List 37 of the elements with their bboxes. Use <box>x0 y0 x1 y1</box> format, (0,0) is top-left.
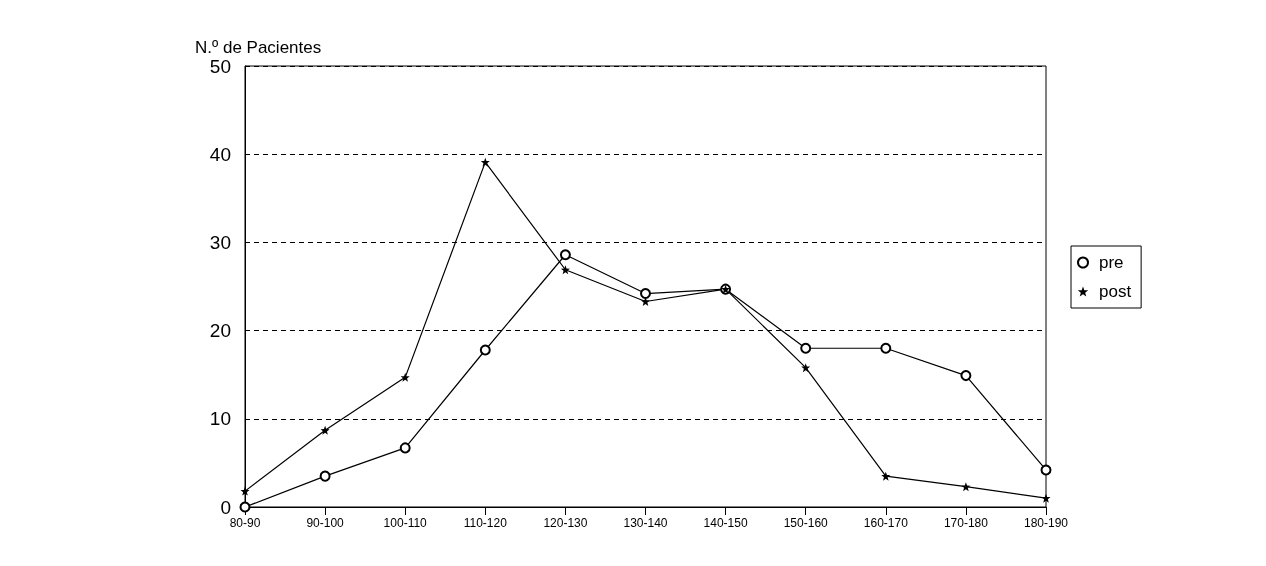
point <box>1040 464 1052 476</box>
x-tick-label: 120-130 <box>543 516 588 530</box>
point <box>240 486 250 496</box>
x-tick-label: 80-90 <box>229 516 261 530</box>
x-tick-label: 100-110 <box>383 516 428 530</box>
x-tick-label: 150-160 <box>783 516 829 530</box>
x-tick-label: 140-150 <box>703 516 748 530</box>
legend-label: pre <box>1099 253 1124 272</box>
x-tick-label: 110-120 <box>463 516 508 530</box>
point <box>880 342 892 354</box>
y-axis-title: N.º de Pacientes <box>195 38 322 57</box>
point <box>319 470 331 482</box>
point <box>479 344 491 356</box>
x-tick-label: 180-190 <box>1023 516 1069 530</box>
point <box>399 442 411 454</box>
point <box>320 425 330 435</box>
point <box>559 249 571 261</box>
legend-label: post <box>1099 282 1132 301</box>
point <box>400 372 410 382</box>
x-tick-label: 160-170 <box>863 516 909 530</box>
y-tick-label: 10 <box>209 408 231 430</box>
x-tick-label: 170-180 <box>943 516 989 530</box>
point <box>480 157 490 167</box>
y-tick-label: 30 <box>209 231 231 253</box>
point <box>1041 493 1051 503</box>
point <box>881 471 891 481</box>
y-tick-label: 20 <box>209 320 231 342</box>
x-tick-label: 90-100 <box>306 516 345 530</box>
point <box>640 288 651 300</box>
x-tick-label: 130-140 <box>623 516 668 530</box>
y-tick-label: 50 <box>209 55 231 77</box>
point <box>960 370 972 382</box>
point <box>801 363 811 373</box>
y-tick-label: 40 <box>209 143 231 165</box>
point <box>800 342 812 354</box>
point <box>560 265 570 275</box>
y-tick-label: 0 <box>220 496 231 518</box>
